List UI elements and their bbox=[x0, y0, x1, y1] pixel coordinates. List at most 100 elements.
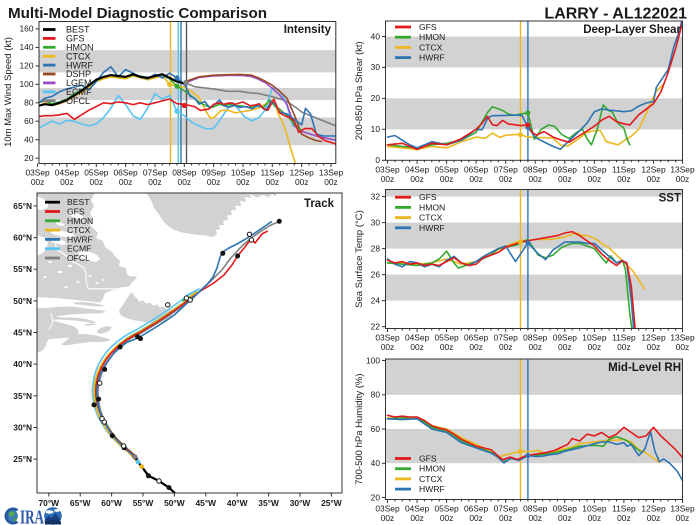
svg-text:GFS: GFS bbox=[419, 192, 437, 202]
svg-text:00z: 00z bbox=[499, 513, 513, 523]
svg-text:00z: 00z bbox=[178, 177, 192, 187]
svg-text:05Sep: 05Sep bbox=[434, 504, 459, 514]
svg-text:00z: 00z bbox=[647, 174, 661, 184]
svg-text:LARRY - AL122021: LARRY - AL122021 bbox=[544, 6, 687, 23]
svg-text:00z: 00z bbox=[469, 174, 483, 184]
svg-text:00z: 00z bbox=[381, 342, 395, 352]
svg-text:HMON: HMON bbox=[66, 43, 94, 53]
svg-text:11Sep: 11Sep bbox=[612, 504, 636, 514]
svg-text:05Sep: 05Sep bbox=[434, 333, 459, 343]
svg-text:12Sep: 12Sep bbox=[641, 164, 666, 174]
svg-text:LGEM: LGEM bbox=[66, 78, 92, 88]
svg-text:11Sep: 11Sep bbox=[612, 164, 636, 174]
svg-text:04Sep: 04Sep bbox=[405, 164, 430, 174]
svg-text:100: 100 bbox=[20, 79, 34, 89]
svg-text:06Sep: 06Sep bbox=[113, 168, 138, 178]
svg-text:09Sep: 09Sep bbox=[553, 164, 578, 174]
svg-text:45°W: 45°W bbox=[196, 498, 217, 508]
svg-text:00z: 00z bbox=[588, 174, 602, 184]
svg-text:Deep-Layer Shear: Deep-Layer Shear bbox=[583, 24, 681, 36]
svg-text:35°N: 35°N bbox=[13, 391, 32, 401]
svg-text:08Sep: 08Sep bbox=[523, 333, 548, 343]
svg-text:60°W: 60°W bbox=[101, 498, 122, 508]
svg-text:00z: 00z bbox=[90, 177, 104, 187]
svg-text:00z: 00z bbox=[266, 177, 280, 187]
svg-text:20: 20 bbox=[371, 93, 381, 103]
svg-text:00z: 00z bbox=[676, 342, 690, 352]
svg-text:00z: 00z bbox=[588, 513, 602, 523]
svg-text:00z: 00z bbox=[528, 513, 542, 523]
svg-text:30°N: 30°N bbox=[13, 423, 32, 433]
svg-text:10m Max Wind Speed (kt): 10m Max Wind Speed (kt) bbox=[3, 37, 14, 147]
svg-text:00z: 00z bbox=[647, 513, 661, 523]
svg-text:13Sep: 13Sep bbox=[670, 164, 695, 174]
svg-text:00z: 00z bbox=[617, 174, 631, 184]
svg-text:10Sep: 10Sep bbox=[582, 164, 607, 174]
svg-text:10Sep: 10Sep bbox=[582, 504, 607, 514]
svg-text:CTCX: CTCX bbox=[419, 42, 443, 52]
svg-text:40°W: 40°W bbox=[227, 498, 248, 508]
svg-text:00z: 00z bbox=[207, 177, 221, 187]
svg-text:09Sep: 09Sep bbox=[553, 504, 578, 514]
svg-text:GFS: GFS bbox=[419, 454, 437, 464]
svg-text:28: 28 bbox=[371, 243, 381, 253]
svg-text:00z: 00z bbox=[676, 174, 690, 184]
svg-text:ECMF: ECMF bbox=[67, 244, 91, 254]
svg-text:03Sep: 03Sep bbox=[25, 168, 50, 178]
svg-text:60: 60 bbox=[371, 424, 381, 434]
svg-text:160: 160 bbox=[20, 24, 34, 34]
svg-text:GFS: GFS bbox=[67, 207, 85, 217]
svg-text:30: 30 bbox=[371, 62, 381, 72]
svg-text:00z: 00z bbox=[440, 174, 454, 184]
svg-text:06Sep: 06Sep bbox=[464, 164, 489, 174]
svg-text:00z: 00z bbox=[558, 513, 572, 523]
svg-text:Multi-Model Diagnostic Compari: Multi-Model Diagnostic Comparison bbox=[8, 5, 267, 22]
svg-text:25°N: 25°N bbox=[13, 454, 32, 464]
svg-text:00z: 00z bbox=[381, 174, 395, 184]
svg-text:00z: 00z bbox=[324, 177, 338, 187]
svg-text:Mid-Level RH: Mid-Level RH bbox=[608, 362, 681, 374]
svg-text:OFCL: OFCL bbox=[67, 253, 90, 263]
svg-text:100: 100 bbox=[366, 355, 380, 365]
svg-text:HWRF: HWRF bbox=[66, 60, 93, 70]
svg-text:65°N: 65°N bbox=[13, 201, 32, 211]
svg-text:00z: 00z bbox=[410, 513, 424, 523]
svg-text:CTCX: CTCX bbox=[66, 51, 91, 61]
svg-text:11Sep: 11Sep bbox=[260, 168, 284, 178]
svg-text:40: 40 bbox=[24, 135, 34, 145]
svg-text:00z: 00z bbox=[558, 174, 572, 184]
svg-text:HMON: HMON bbox=[67, 216, 93, 226]
svg-text:20: 20 bbox=[24, 153, 34, 163]
svg-text:00z: 00z bbox=[499, 342, 513, 352]
svg-text:13Sep: 13Sep bbox=[319, 168, 344, 178]
svg-text:HWRF: HWRF bbox=[419, 484, 445, 494]
svg-text:09Sep: 09Sep bbox=[201, 168, 226, 178]
svg-text:HWRF: HWRF bbox=[419, 223, 445, 233]
svg-text:700-500 hPa Humidity (%): 700-500 hPa Humidity (%) bbox=[354, 373, 365, 484]
svg-text:45°N: 45°N bbox=[13, 328, 32, 338]
svg-text:07Sep: 07Sep bbox=[494, 504, 519, 514]
svg-text:SST: SST bbox=[659, 193, 681, 205]
svg-text:00z: 00z bbox=[528, 174, 542, 184]
svg-text:HWRF: HWRF bbox=[67, 234, 93, 244]
svg-text:25°W: 25°W bbox=[321, 498, 342, 508]
svg-text:00z: 00z bbox=[295, 177, 309, 187]
svg-text:13Sep: 13Sep bbox=[670, 333, 695, 343]
svg-text:00z: 00z bbox=[31, 177, 45, 187]
svg-text:70°W: 70°W bbox=[39, 498, 60, 508]
svg-text:26: 26 bbox=[371, 269, 381, 279]
svg-text:200-850 hPa Shear (kt): 200-850 hPa Shear (kt) bbox=[354, 41, 365, 140]
svg-text:55°W: 55°W bbox=[133, 498, 154, 508]
svg-text:10Sep: 10Sep bbox=[231, 168, 256, 178]
svg-text:60: 60 bbox=[24, 116, 34, 126]
svg-text:04Sep: 04Sep bbox=[405, 333, 430, 343]
svg-text:00z: 00z bbox=[528, 342, 542, 352]
svg-text:00z: 00z bbox=[499, 174, 513, 184]
svg-text:IRA: IRA bbox=[20, 507, 44, 525]
svg-text:140: 140 bbox=[20, 42, 34, 52]
svg-text:06Sep: 06Sep bbox=[464, 333, 489, 343]
svg-text:12Sep: 12Sep bbox=[290, 168, 315, 178]
svg-text:08Sep: 08Sep bbox=[172, 168, 197, 178]
svg-text:40: 40 bbox=[371, 31, 381, 41]
svg-text:BEST: BEST bbox=[67, 197, 90, 207]
